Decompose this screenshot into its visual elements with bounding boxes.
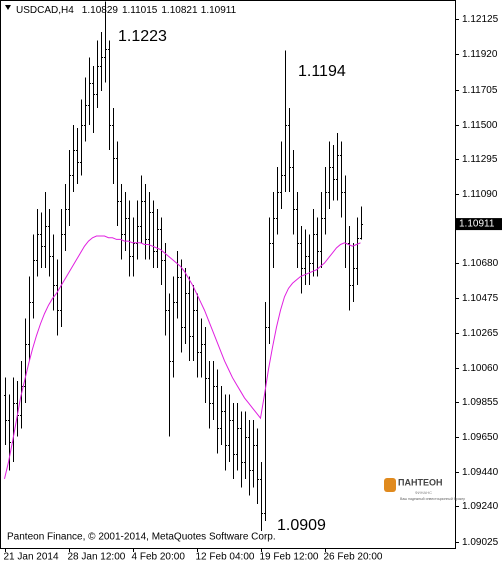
collapse-icon bbox=[5, 5, 11, 10]
y-tick-label: 1.11090 bbox=[462, 189, 498, 200]
x-tick-label: 28 Jan 12:00 bbox=[68, 552, 126, 563]
header-open: 1.10829 bbox=[82, 5, 119, 16]
logo-sub: ФИНАНС bbox=[415, 490, 432, 495]
x-tick-label: 4 Feb 20:00 bbox=[132, 552, 186, 563]
logo-name: ПАНТЕОН bbox=[398, 477, 442, 487]
y-tick-label: 1.09855 bbox=[462, 397, 499, 408]
bars bbox=[4, 1, 363, 532]
current-price-box bbox=[456, 218, 502, 231]
annotation: 1.1223 bbox=[118, 28, 167, 45]
y-tick-label: 1.10060 bbox=[462, 363, 499, 374]
y-tick-label: 1.09240 bbox=[462, 501, 499, 512]
y-tick-label: 1.11705 bbox=[462, 85, 498, 96]
y-tick-label: 1.12125 bbox=[462, 14, 499, 25]
annotation: 1.1194 bbox=[298, 63, 346, 80]
logo: ПАНТЕОН ФИНАНС Ваш надежный инвестиционн… bbox=[384, 477, 465, 501]
header-high: 1.11015 bbox=[122, 5, 158, 16]
copyright: Panteon Finance, © 2001-2014, MetaQuotes… bbox=[7, 532, 276, 543]
x-tick-label: 19 Feb 12:00 bbox=[260, 552, 319, 563]
y-tick-label: 1.10475 bbox=[462, 293, 499, 304]
symbol: USDCAD,H4 bbox=[16, 5, 74, 16]
moving-average bbox=[4, 235, 361, 479]
logo-icon bbox=[384, 478, 396, 492]
y-tick-label: 1.11500 bbox=[462, 120, 498, 131]
plot-frame bbox=[0, 0, 456, 549]
chart-header: USDCAD,H4 1.10829 1.11015 1.10821 1.10911 bbox=[16, 5, 237, 16]
x-tick-label: 26 Feb 20:00 bbox=[324, 552, 383, 563]
x-tick-label: 21 Jan 2014 bbox=[4, 552, 59, 563]
y-tick-label: 1.09650 bbox=[462, 432, 499, 443]
y-tick-label: 1.11295 bbox=[462, 154, 498, 165]
x-tick-label: 12 Feb 04:00 bbox=[196, 552, 255, 563]
y-tick-label: 1.09025 bbox=[462, 537, 499, 548]
y-tick-label: 1.10680 bbox=[462, 258, 499, 269]
y-tick-label: 1.10265 bbox=[462, 328, 499, 339]
current-price-label: 1.10911 bbox=[459, 219, 495, 230]
y-tick-label: 1.11920 bbox=[462, 49, 498, 60]
header-low: 1.10821 bbox=[161, 5, 198, 16]
y-tick-label: 1.09440 bbox=[462, 467, 499, 478]
annotation: 1.0909 bbox=[277, 517, 326, 534]
logo-tagline: Ваш надежный инвестиционный брокер bbox=[400, 497, 465, 501]
header-close: 1.10911 bbox=[201, 5, 237, 16]
